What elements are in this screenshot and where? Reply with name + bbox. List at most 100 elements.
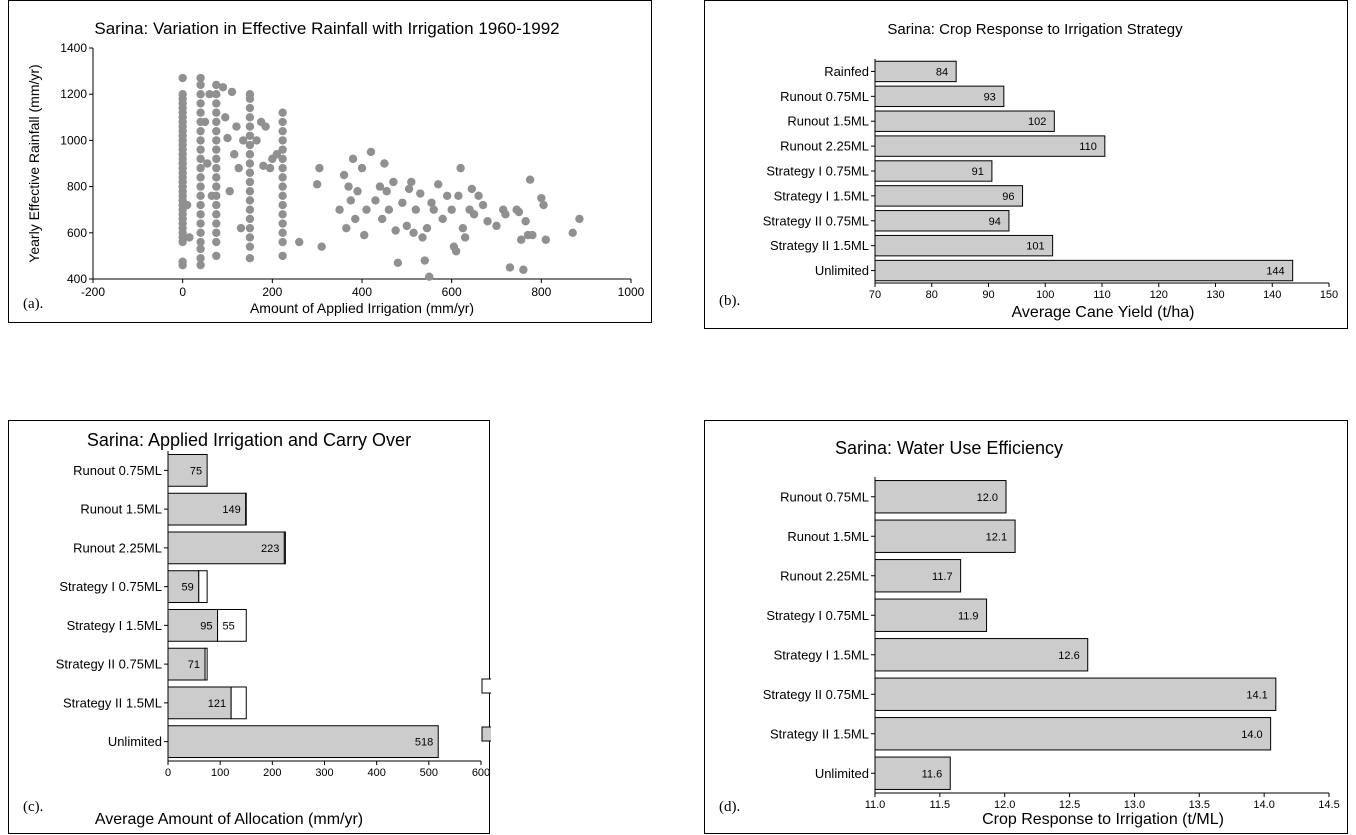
scatter-point [196,210,205,219]
scatter-point [362,205,371,214]
scatter-point [404,184,414,194]
bar [167,531,285,565]
scatter-point [252,136,261,145]
scatter-point [212,163,221,173]
scatter-point [278,126,287,136]
scatter-point [212,126,221,136]
data-label: 95 [200,620,212,632]
bar [874,259,1294,282]
data-label: 149 [222,504,240,516]
scatter-point [541,235,551,244]
bar [874,519,1016,553]
scatter-point [196,219,205,228]
scatter-point [245,103,255,113]
data-label: 55 [223,620,235,632]
scatter-point [245,214,255,224]
scatter-point [366,147,376,157]
scatter-point [196,154,205,164]
chart-panel-c: Sarina: Applied Irrigation and Carry Ove… [8,420,491,834]
scatter-point [245,131,255,140]
scatter-point [207,191,217,201]
category-label: Strategy II 0.75ML [56,657,162,672]
bar [167,570,200,604]
bar [874,85,1005,108]
scatter-point [377,214,387,224]
chart-panel-d: Sarina: Water Use Efficiency 11.0 11.5 12.0… [704,420,1348,834]
bar [217,608,247,642]
scatter-point [196,173,205,182]
x-tick-label: -200 [81,285,105,299]
scatter-point [420,256,429,265]
data-label: 84 [936,66,948,78]
x-tick-label: 400 [367,767,385,779]
scatter-point [212,228,221,237]
scatter-point [514,207,524,217]
category-label: Unlimited [108,734,162,749]
scatter-point [278,163,287,173]
y-tick-label: 1000 [60,133,87,147]
scatter-point [196,244,205,254]
x-tick-label: 600 [442,285,462,299]
scatter-point [335,205,344,214]
bar [245,492,247,526]
category-label: Runout 0.75ML [780,89,869,104]
data-label: 91 [972,166,984,178]
scatter-point [212,173,221,182]
category-label: Strategy II 1.5ML [770,726,869,741]
scatter-point [278,210,287,219]
panel-label: (b). [719,293,740,309]
bar [874,210,1010,232]
data-label: 110 [1079,141,1097,153]
category-label: Strategy II 0.75ML [763,687,869,702]
scatter-point [478,200,488,210]
scatter-point [425,272,434,281]
scatter-point [422,223,432,233]
scatter-point [178,73,187,83]
crop-response-bar-chart: Sarina: Crop Response to Irrigation Stra… [719,21,1338,321]
scatter-point [196,90,205,99]
chart-panel-a: Sarina: Variation in Effective Rainfall … [8,0,652,323]
scatter-chart: Sarina: Variation in Effective Rainfall … [23,19,645,316]
scatter-point [230,150,239,159]
x-tick-label: 1000 [618,285,645,299]
scatter-point [245,159,255,168]
x-tick-label: 11.5 [930,799,951,811]
scatter-point [344,182,353,191]
scatter-point [245,187,255,196]
scatter-point [429,205,438,214]
scatter-point [315,163,324,173]
scatter-point [245,90,255,99]
scatter-point [568,228,577,237]
scatter-point [278,228,287,237]
data-label: 11.6 [922,768,943,780]
scatter-point [525,175,535,184]
category-label: Runout 2.25ML [780,568,869,583]
scatter-point [245,205,255,214]
scatter-point [196,73,205,83]
scatter-point [351,214,360,224]
scatter-point [516,235,526,244]
scatter-point [245,223,255,233]
scatter-point [339,170,349,180]
scatter-point [409,228,418,237]
scatter-point [218,83,228,92]
scatter-point [245,168,255,177]
x-axis-label: Average Cane Yield (t/ha) [1012,304,1195,321]
scatter-point [278,108,287,117]
scatter-point [196,260,205,270]
scatter-point [196,163,205,173]
bar [874,135,1106,157]
scatter-point [259,161,268,171]
scatter-point [537,193,546,203]
scatter-point [212,99,221,108]
scatter-point [245,254,255,263]
scatter-point [212,117,221,127]
category-label: Runout 2.25ML [780,139,869,154]
scatter-point [278,200,287,210]
scatter-point [382,187,391,196]
category-label: Strategy I 1.5ML [67,618,162,633]
data-label: 59 [182,582,194,594]
scatter-point [212,154,221,164]
category-label: Runout 1.5ML [787,529,869,544]
scatter-point [245,113,255,122]
